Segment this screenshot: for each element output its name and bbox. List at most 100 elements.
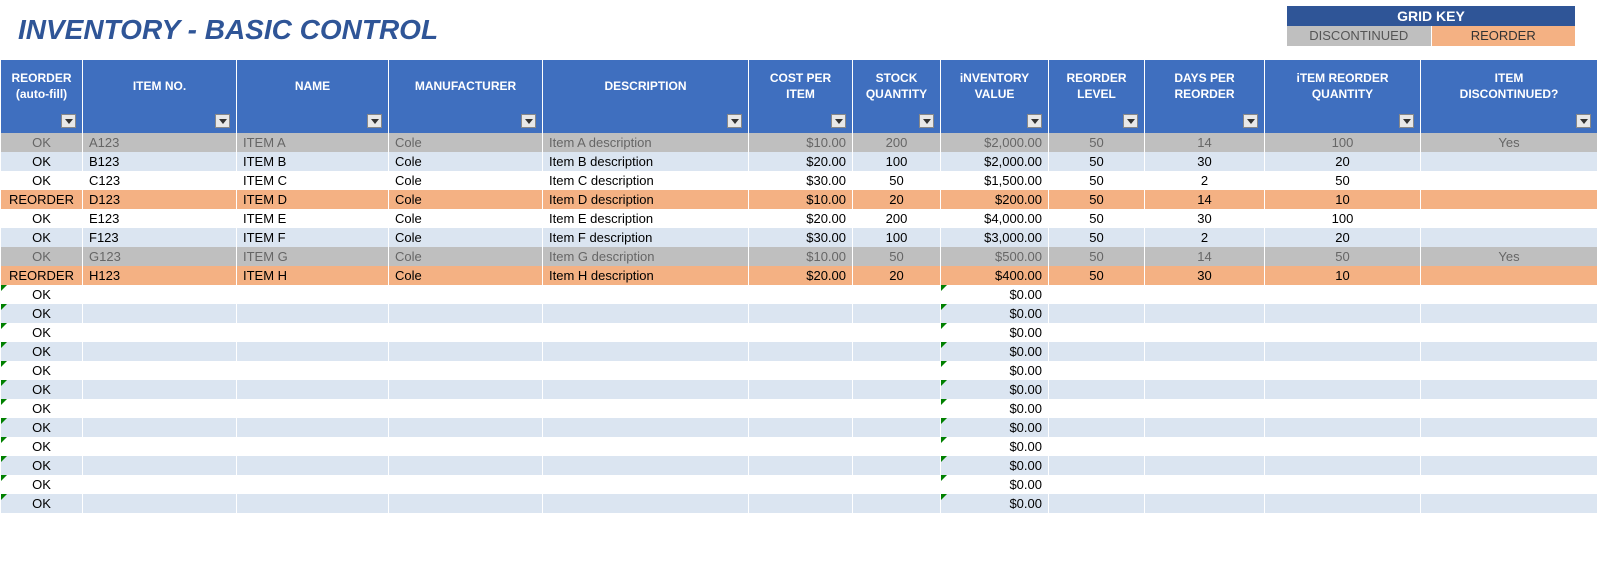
cell-name[interactable] [237, 304, 389, 323]
cell-days[interactable] [1145, 304, 1265, 323]
cell-relevel[interactable] [1049, 456, 1145, 475]
filter-dropdown-icon[interactable] [831, 114, 846, 128]
cell-itemNo[interactable] [83, 399, 237, 418]
cell-days[interactable]: 30 [1145, 152, 1265, 171]
column-header[interactable]: NAME [237, 60, 389, 112]
cell-relevel[interactable] [1049, 399, 1145, 418]
cell-itemNo[interactable] [83, 456, 237, 475]
cell-inv[interactable]: $4,000.00 [941, 209, 1049, 228]
cell-name[interactable] [237, 437, 389, 456]
cell-reqty[interactable]: 20 [1265, 152, 1421, 171]
cell-stock[interactable] [853, 437, 941, 456]
cell-stock[interactable]: 20 [853, 190, 941, 209]
table-row[interactable]: REORDERH123ITEM HColeItem H description$… [1, 266, 1597, 285]
cell-reorder[interactable]: OK [1, 361, 83, 380]
cell-inv[interactable]: $0.00 [941, 418, 1049, 437]
cell-stock[interactable]: 50 [853, 171, 941, 190]
cell-stock[interactable]: 50 [853, 247, 941, 266]
filter-dropdown-icon[interactable] [1576, 114, 1591, 128]
cell-days[interactable]: 14 [1145, 247, 1265, 266]
cell-days[interactable]: 30 [1145, 266, 1265, 285]
cell-reorder[interactable]: OK [1, 494, 83, 513]
cell-relevel[interactable] [1049, 437, 1145, 456]
cell-reqty[interactable] [1265, 380, 1421, 399]
cell-days[interactable]: 14 [1145, 190, 1265, 209]
cell-itemNo[interactable]: C123 [83, 171, 237, 190]
cell-cost[interactable]: $20.00 [749, 152, 853, 171]
cell-name[interactable]: ITEM E [237, 209, 389, 228]
cell-reorder[interactable]: OK [1, 437, 83, 456]
column-header[interactable]: DESCRIPTION [543, 60, 749, 112]
cell-name[interactable]: ITEM A [237, 133, 389, 152]
cell-inv[interactable]: $0.00 [941, 304, 1049, 323]
table-row[interactable]: OK $0.00 [1, 418, 1597, 437]
cell-itemNo[interactable] [83, 418, 237, 437]
cell-cost[interactable] [749, 399, 853, 418]
column-header[interactable]: STOCKQUANTITY [853, 60, 941, 112]
column-header[interactable]: REORDER(auto-fill) [1, 60, 83, 112]
cell-reorder[interactable]: OK [1, 418, 83, 437]
cell-days[interactable] [1145, 342, 1265, 361]
cell-name[interactable] [237, 323, 389, 342]
cell-reqty[interactable] [1265, 475, 1421, 494]
table-row[interactable]: OKE123ITEM EColeItem E description$20.00… [1, 209, 1597, 228]
cell-mfr[interactable]: Cole [389, 133, 543, 152]
table-row[interactable]: OK $0.00 [1, 304, 1597, 323]
table-row[interactable]: OKC123ITEM CColeItem C description$30.00… [1, 171, 1597, 190]
cell-mfr[interactable] [389, 361, 543, 380]
cell-inv[interactable]: $0.00 [941, 380, 1049, 399]
cell-cost[interactable]: $20.00 [749, 209, 853, 228]
cell-stock[interactable] [853, 361, 941, 380]
cell-relevel[interactable] [1049, 494, 1145, 513]
cell-stock[interactable] [853, 342, 941, 361]
cell-mfr[interactable]: Cole [389, 152, 543, 171]
filter-dropdown-icon[interactable] [367, 114, 382, 128]
cell-itemNo[interactable] [83, 304, 237, 323]
cell-stock[interactable]: 20 [853, 266, 941, 285]
cell-cost[interactable] [749, 475, 853, 494]
cell-reorder[interactable]: OK [1, 304, 83, 323]
cell-inv[interactable]: $2,000.00 [941, 152, 1049, 171]
column-header[interactable]: REORDERLEVEL [1049, 60, 1145, 112]
cell-inv[interactable]: $400.00 [941, 266, 1049, 285]
cell-mfr[interactable] [389, 418, 543, 437]
filter-dropdown-icon[interactable] [61, 114, 76, 128]
cell-reqty[interactable] [1265, 304, 1421, 323]
cell-stock[interactable]: 100 [853, 228, 941, 247]
cell-disc[interactable] [1421, 266, 1597, 285]
cell-reqty[interactable] [1265, 361, 1421, 380]
cell-mfr[interactable] [389, 342, 543, 361]
cell-days[interactable] [1145, 437, 1265, 456]
cell-name[interactable]: ITEM D [237, 190, 389, 209]
cell-disc[interactable] [1421, 399, 1597, 418]
cell-days[interactable]: 2 [1145, 228, 1265, 247]
column-header[interactable]: iNVENTORYVALUE [941, 60, 1049, 112]
table-row[interactable]: OK$0.00 [1, 323, 1597, 342]
cell-reqty[interactable]: 100 [1265, 209, 1421, 228]
cell-reqty[interactable]: 50 [1265, 247, 1421, 266]
cell-relevel[interactable] [1049, 418, 1145, 437]
cell-itemNo[interactable]: D123 [83, 190, 237, 209]
table-row[interactable]: OKA123ITEM AColeItem A description$10.00… [1, 133, 1597, 152]
cell-days[interactable] [1145, 494, 1265, 513]
cell-itemNo[interactable] [83, 361, 237, 380]
cell-disc[interactable] [1421, 418, 1597, 437]
cell-cost[interactable] [749, 361, 853, 380]
cell-name[interactable] [237, 418, 389, 437]
cell-stock[interactable] [853, 380, 941, 399]
filter-dropdown-icon[interactable] [727, 114, 742, 128]
cell-inv[interactable]: $200.00 [941, 190, 1049, 209]
cell-disc[interactable] [1421, 437, 1597, 456]
cell-relevel[interactable]: 50 [1049, 152, 1145, 171]
cell-relevel[interactable] [1049, 475, 1145, 494]
cell-inv[interactable]: $0.00 [941, 456, 1049, 475]
cell-reqty[interactable] [1265, 494, 1421, 513]
cell-itemNo[interactable] [83, 437, 237, 456]
cell-reorder[interactable]: OK [1, 380, 83, 399]
table-row[interactable]: OK$0.00 [1, 437, 1597, 456]
cell-days[interactable] [1145, 361, 1265, 380]
cell-days[interactable]: 2 [1145, 171, 1265, 190]
cell-desc[interactable] [543, 437, 749, 456]
cell-disc[interactable] [1421, 361, 1597, 380]
cell-reqty[interactable] [1265, 437, 1421, 456]
